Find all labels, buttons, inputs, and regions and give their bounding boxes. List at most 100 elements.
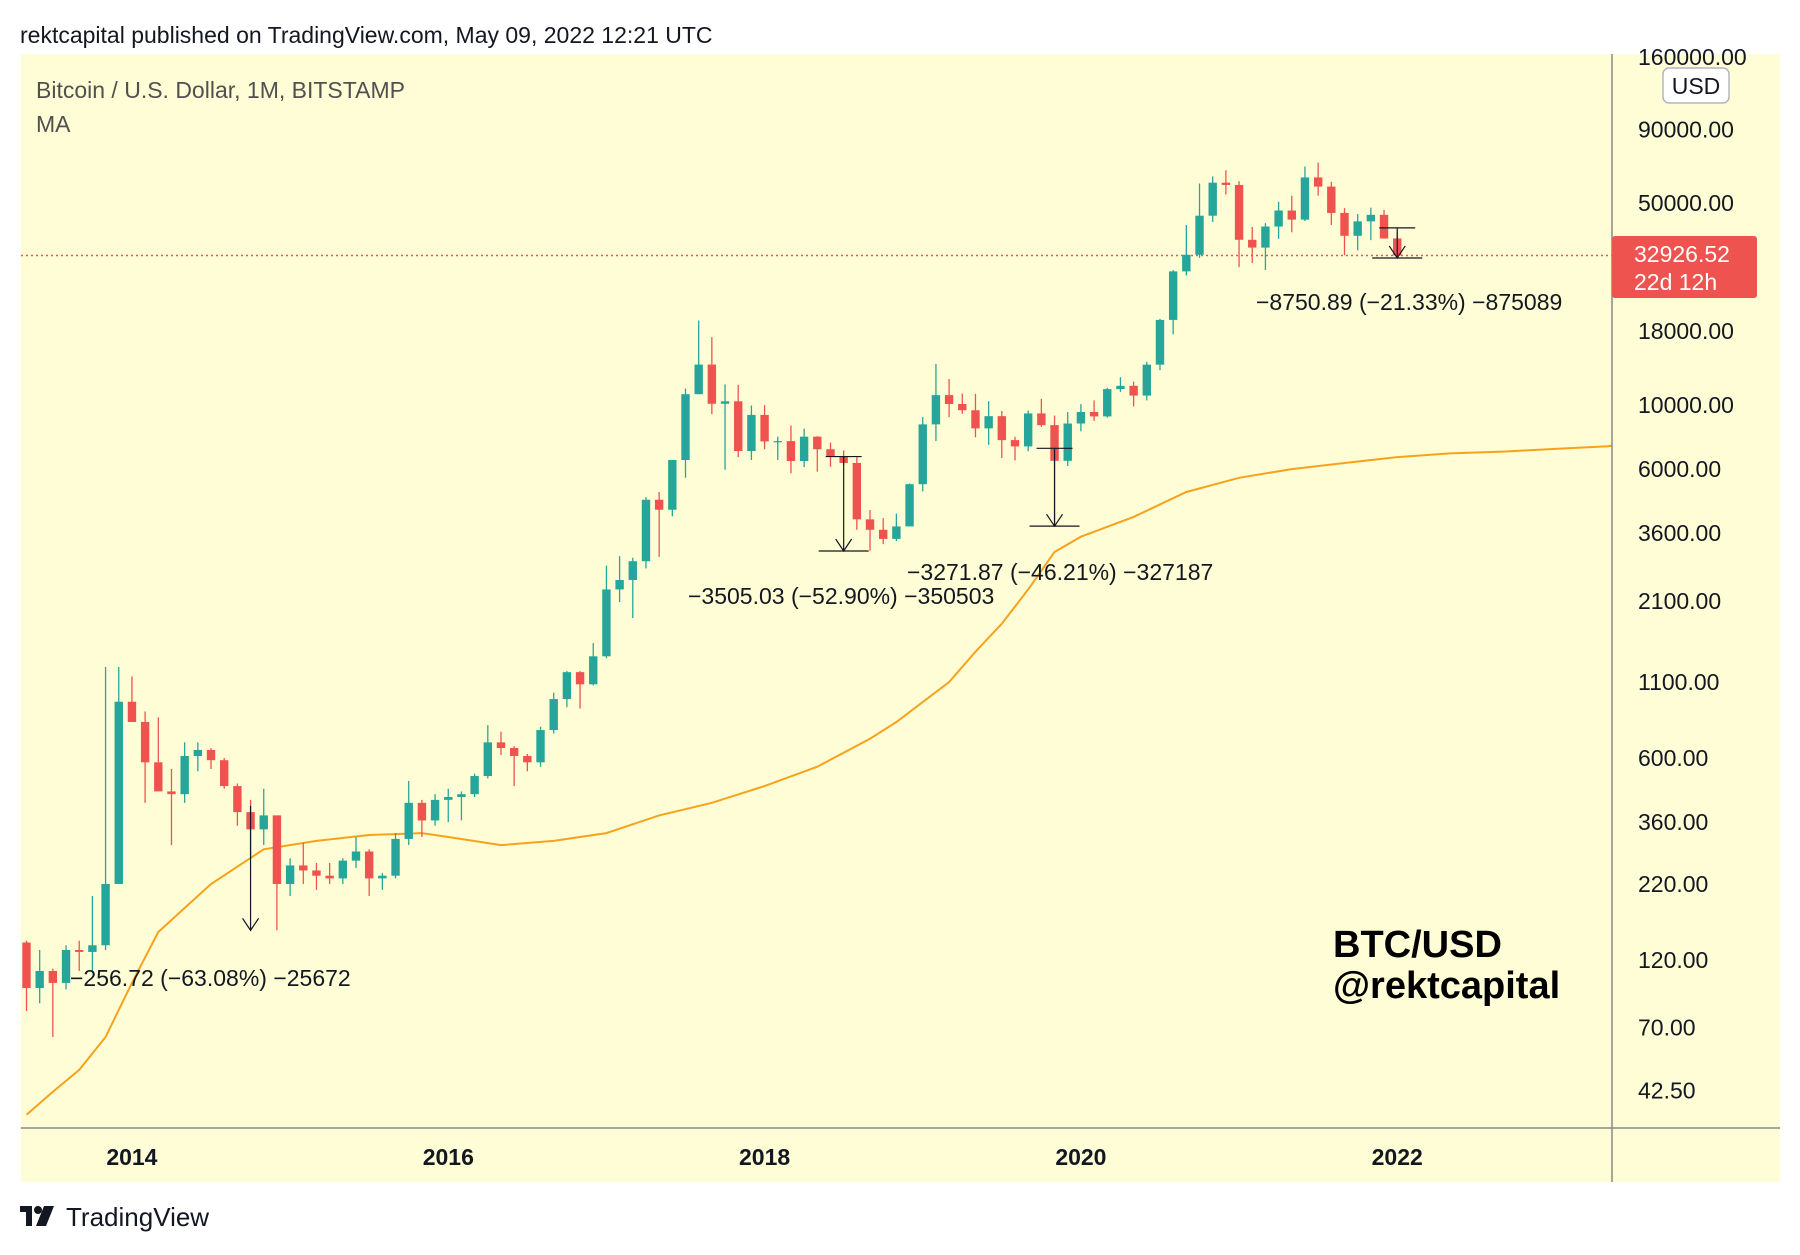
candle-body (365, 851, 373, 878)
candle-body (444, 797, 452, 800)
candle-body (378, 876, 386, 879)
candle-body (115, 702, 123, 884)
candle-body (879, 530, 887, 539)
currency-badge[interactable]: USD (1663, 68, 1729, 103)
candle-body (813, 437, 821, 450)
candle-body (615, 580, 623, 589)
candle (470, 774, 478, 797)
plot-background (21, 54, 1780, 1182)
candle-body (1209, 183, 1217, 216)
candle-body (826, 449, 834, 457)
price-tick-label: 220.00 (1638, 871, 1708, 897)
legend-symbol: Bitcoin / U.S. Dollar, 1M, BITSTAMP (36, 77, 405, 103)
time-tick-label: 2020 (1055, 1144, 1106, 1170)
candle-body (576, 672, 584, 684)
candle-body (180, 756, 188, 794)
price-tick-label: 10000.00 (1638, 392, 1734, 418)
last-price-badge: 32926.52 22d 12h (1612, 236, 1757, 298)
candle-body (312, 870, 320, 875)
candle-body (260, 815, 268, 829)
candle-body (1314, 177, 1322, 186)
candle-body (233, 786, 241, 812)
candle-body (1222, 183, 1230, 185)
measure-label: −3505.03 (−52.90%) −350503 (688, 583, 994, 609)
candle-body (339, 861, 347, 879)
price-tick-label: 2100.00 (1638, 588, 1721, 614)
candle-body (668, 460, 676, 510)
candle-body (1327, 187, 1335, 213)
candle-body (760, 415, 768, 442)
candle-countdown: 22d 12h (1634, 269, 1717, 295)
watermark-line1: BTC/USD (1333, 924, 1502, 966)
candle-body (958, 404, 966, 410)
candle-body (905, 484, 913, 526)
candle-body (128, 702, 136, 722)
candle-body (721, 401, 729, 403)
candle-body (536, 730, 544, 762)
candle-body (853, 463, 861, 519)
candle-body (589, 656, 597, 684)
time-tick-label: 2016 (423, 1144, 474, 1170)
candle-body (497, 742, 505, 748)
candle-body (1129, 386, 1137, 396)
candle-body (1156, 320, 1164, 365)
candle (62, 945, 70, 989)
tradingview-brand: TradingView (66, 1202, 209, 1232)
price-tick-label: 6000.00 (1638, 456, 1721, 482)
candle-body (1064, 423, 1072, 460)
candle-body (945, 395, 953, 404)
candle-body (484, 742, 492, 776)
candle-body (681, 394, 689, 460)
candle-body (391, 839, 399, 876)
time-tick-label: 2022 (1372, 1144, 1423, 1170)
candle (668, 460, 676, 516)
currency-badge-label: USD (1672, 73, 1721, 99)
candle-body (892, 526, 900, 538)
price-tick-label: 3600.00 (1638, 520, 1721, 546)
candle-body (1103, 389, 1111, 416)
price-tick-label: 120.00 (1638, 947, 1708, 973)
candle-body (998, 416, 1006, 440)
candle-body (101, 884, 109, 945)
candle-body (655, 500, 663, 510)
candle (536, 727, 544, 767)
measure-label: −3271.87 (−46.21%) −327187 (907, 559, 1213, 585)
candle-body (418, 803, 426, 821)
candle-body (141, 722, 149, 762)
candle (919, 417, 927, 491)
candle-body (1288, 211, 1296, 220)
candle-body (220, 760, 228, 786)
candle-body (194, 750, 202, 756)
candle-body (1340, 213, 1348, 236)
candle-body (49, 971, 57, 983)
candle-body (800, 437, 808, 461)
candle-body (1235, 185, 1243, 240)
candle-body (642, 500, 650, 561)
candle-body (984, 416, 992, 428)
candle-body (523, 756, 531, 762)
candle-body (273, 815, 281, 884)
candle-body (35, 971, 43, 988)
candle-body (734, 401, 742, 451)
price-tick-label: 360.00 (1638, 809, 1708, 835)
candle-body (62, 950, 70, 983)
candle-body (88, 945, 96, 952)
candle-body (550, 699, 558, 730)
candle-body (1301, 177, 1309, 219)
price-tick-label: 70.00 (1638, 1015, 1696, 1041)
candle (220, 758, 228, 789)
price-tick-label: 1100.00 (1638, 669, 1719, 695)
candle-body (470, 776, 478, 794)
candle-body (352, 851, 360, 860)
candle-body (1011, 440, 1019, 446)
published-header: rektcapital published on TradingView.com… (20, 22, 713, 48)
candle-body (510, 748, 518, 756)
candle (391, 833, 399, 878)
candle-body (75, 950, 83, 952)
time-tick-label: 2018 (739, 1144, 790, 1170)
price-tick-label: 90000.00 (1638, 116, 1734, 142)
candle-body (1116, 386, 1124, 389)
measure-label: −8750.89 (−21.33%) −875089 (1256, 289, 1562, 315)
